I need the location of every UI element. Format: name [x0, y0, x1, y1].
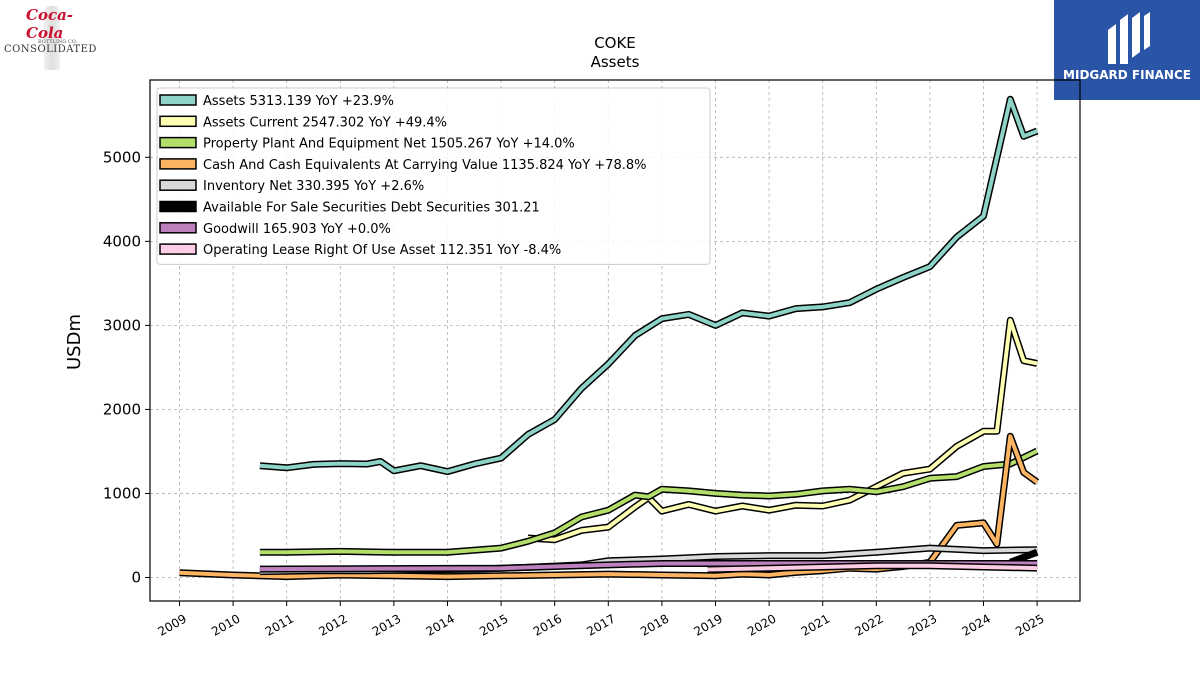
legend: Assets 5313.139 YoY +23.9% Assets Current…: [156, 87, 711, 265]
legend-box: [156, 87, 711, 265]
series-0: [259, 95, 1039, 476]
legend-label: Inventory Net 330.395 YoY +2.6%: [203, 179, 424, 194]
legend-swatch: [159, 136, 197, 149]
x-tick-label: 2024: [960, 611, 993, 638]
midgard-finance-logo: MIDGARD FINANCE: [1054, 0, 1200, 100]
chart-title: COKE: [594, 34, 636, 52]
series-line: [179, 434, 1039, 579]
logo-sub: BOTTLING CO.: [38, 39, 78, 45]
y-tick-label: 0: [131, 568, 141, 586]
y-axis-label: USDm: [64, 314, 85, 370]
series-3: [179, 432, 1040, 581]
x-tick-label: 2009: [156, 611, 189, 638]
x-tick-label: 2023: [906, 611, 939, 638]
x-tick-label: 2025: [1013, 611, 1046, 638]
legend-label: Goodwill 165.903 YoY +0.0%: [203, 222, 391, 237]
series-line: [527, 318, 1038, 542]
series-layer: [179, 95, 1040, 581]
legend-swatch: [159, 200, 197, 213]
logo-brand: Coca-Cola: [26, 6, 74, 42]
y-tick-label: 5000: [103, 148, 141, 166]
chart-subtitle: Assets: [591, 53, 640, 71]
x-tick-label: 2018: [638, 611, 671, 638]
legend-label: Property Plant And Equipment Net 1505.26…: [203, 137, 575, 152]
x-tick-label: 2021: [799, 611, 832, 638]
series-line: [259, 97, 1038, 474]
legend-label: Cash And Cash Equivalents At Carrying Va…: [203, 158, 646, 173]
midgard-mark-icon: [1108, 12, 1150, 64]
series-line: [259, 561, 1038, 572]
legend-label: Assets 5313.139 YoY +23.9%: [203, 94, 394, 109]
legend-swatch: [159, 158, 197, 170]
x-tick-label: 2016: [531, 611, 564, 638]
legend-swatch: [159, 94, 197, 106]
y-tick-label: 3000: [103, 316, 141, 334]
logo-company: CONSOLIDATED: [4, 44, 97, 55]
y-tick-label: 1000: [103, 484, 141, 502]
y-tick-label: 4000: [103, 232, 141, 250]
x-tick-label: 2020: [745, 611, 778, 638]
x-tick-label: 2010: [209, 611, 242, 638]
series-7: [707, 562, 1038, 573]
grid: [150, 80, 1080, 601]
x-tick-label: 2019: [692, 611, 725, 638]
x-tick-label: 2017: [584, 611, 617, 638]
legend-swatch: [159, 115, 197, 128]
series-2: [259, 447, 1039, 556]
x-tick-label: 2012: [316, 611, 349, 638]
legend-swatch: [159, 243, 197, 255]
x-tick-label: 2013: [370, 611, 403, 638]
series-6: [259, 560, 1038, 573]
coca-cola-consolidated-logo: Coca-Cola BOTTLING CO. CONSOLIDATED: [4, 4, 104, 70]
legend-label: Operating Lease Right Of Use Asset 112.3…: [203, 243, 561, 258]
series-1: [527, 316, 1038, 544]
legend-swatch: [159, 222, 197, 234]
legend-label: Available For Sale Securities Debt Secur…: [203, 201, 540, 216]
x-tick-label: 2015: [477, 611, 510, 638]
y-tick-label: 2000: [103, 400, 141, 418]
series-line: [707, 563, 1038, 572]
plot-frame: [149, 79, 1081, 602]
x-tick-label: 2014: [424, 611, 457, 638]
midgard-logo-text: MIDGARD FINANCE: [1063, 68, 1191, 82]
legend-label: Assets Current 2547.302 YoY +49.4%: [203, 115, 447, 130]
x-tick-label: 2011: [263, 611, 296, 638]
x-tick-label: 2022: [852, 611, 885, 638]
legend-swatch: [159, 179, 197, 191]
series-line: [259, 449, 1038, 555]
